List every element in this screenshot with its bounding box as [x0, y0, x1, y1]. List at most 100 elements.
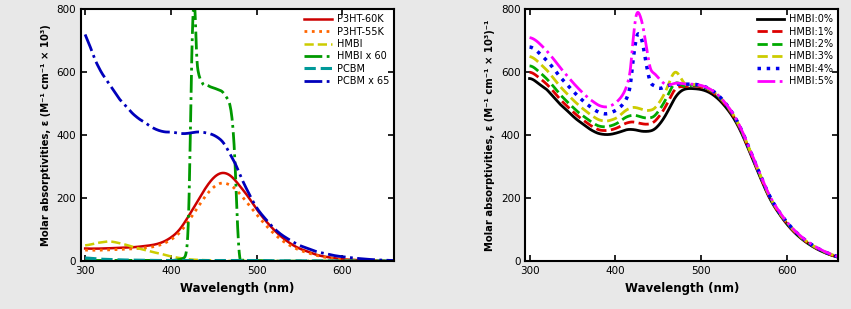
HMBI:2% [579, 115, 589, 119]
HMBI:4% [524, 45, 534, 49]
HMBI [135, 247, 146, 251]
P3HT-60K [384, 259, 394, 263]
PCBM x 65 [312, 250, 323, 254]
Y-axis label: Molar absorptivities, ε (M⁻¹ cm⁻¹ × 10³): Molar absorptivities, ε (M⁻¹ cm⁻¹ × 10³) [41, 24, 51, 246]
PCBM [262, 259, 272, 263]
HMBI x 60 [287, 259, 297, 263]
HMBI:1% [664, 98, 674, 101]
HMBI x 60 [220, 94, 231, 97]
PCBM x 65 [80, 32, 90, 36]
HMBI:1% [706, 90, 717, 93]
P3HT-60K [159, 239, 169, 243]
HMBI:2% [664, 91, 674, 94]
HMBI:2% [706, 89, 717, 93]
HMBI x 60 [313, 259, 323, 263]
PCBM x 65 [389, 259, 399, 262]
HMBI:4% [757, 178, 768, 182]
P3HT-60K [287, 243, 297, 246]
HMBI:5% [707, 88, 717, 92]
HMBI:4% [707, 88, 717, 92]
P3HT-60K [389, 259, 399, 263]
Legend: P3HT-60K, P3HT-55K, HMBI, HMBI x 60, PCBM, PCBM x 65: P3HT-60K, P3HT-55K, HMBI, HMBI x 60, PCB… [303, 12, 391, 88]
HMBI:0% [757, 180, 767, 183]
HMBI:0% [604, 133, 614, 136]
HMBI:1% [730, 118, 740, 122]
PCBM x 65 [286, 239, 296, 243]
HMBI:3% [524, 55, 534, 58]
HMBI:3% [757, 177, 767, 181]
PCBM [380, 259, 391, 263]
Y-axis label: Molar absorptivities, ε (M⁻¹ cm⁻¹ × 10³)⁻¹: Molar absorptivities, ε (M⁻¹ cm⁻¹ × 10³)… [485, 19, 495, 251]
HMBI:2% [757, 178, 767, 182]
P3HT-55K [262, 225, 272, 229]
P3HT-60K [220, 171, 231, 175]
Line: HMBI:4%: HMBI:4% [529, 34, 838, 257]
HMBI:2% [604, 125, 614, 128]
HMBI:1% [524, 70, 534, 74]
HMBI:4% [665, 83, 675, 87]
HMBI:5% [524, 36, 534, 40]
PCBM x 65 [220, 143, 230, 147]
HMBI x 60 [159, 259, 169, 262]
HMBI [389, 259, 399, 263]
HMBI:0% [664, 107, 674, 110]
HMBI:3% [664, 81, 674, 84]
HMBI:5% [632, 11, 643, 14]
HMBI:1% [833, 255, 843, 259]
HMBI:0% [833, 256, 843, 259]
P3HT-55K [134, 247, 145, 250]
Line: PCBM: PCBM [85, 258, 394, 261]
P3HT-55K [159, 241, 169, 245]
Line: HMBI:1%: HMBI:1% [529, 72, 838, 257]
HMBI [104, 240, 114, 243]
HMBI:5% [833, 255, 843, 259]
HMBI [287, 259, 297, 263]
P3HT-55K [313, 254, 323, 258]
HMBI:5% [757, 178, 768, 182]
HMBI [220, 259, 231, 263]
HMBI:3% [833, 255, 843, 259]
HMBI:4% [731, 117, 741, 121]
HMBI:4% [633, 32, 643, 36]
HMBI:5% [731, 117, 741, 121]
P3HT-55K [220, 181, 231, 185]
HMBI:1% [757, 179, 767, 182]
P3HT-55K [218, 181, 228, 185]
Line: HMBI:5%: HMBI:5% [529, 12, 838, 257]
HMBI:1% [579, 119, 589, 123]
Line: P3HT-60K: P3HT-60K [85, 173, 394, 261]
P3HT-55K [80, 248, 90, 252]
HMBI:2% [833, 255, 843, 259]
Line: HMBI x 60: HMBI x 60 [85, 4, 394, 263]
P3HT-60K [80, 247, 90, 250]
PCBM x 65 [262, 219, 272, 222]
PCBM [134, 258, 145, 262]
HMBI:5% [665, 83, 675, 87]
HMBI [80, 243, 90, 247]
P3HT-60K [134, 245, 145, 248]
HMBI [262, 259, 272, 263]
HMBI:0% [730, 120, 740, 124]
PCBM [80, 256, 90, 260]
Line: PCBM x 65: PCBM x 65 [85, 34, 394, 260]
HMBI:4% [579, 100, 589, 104]
P3HT-55K [287, 245, 297, 248]
Line: HMBI:3%: HMBI:3% [529, 57, 838, 257]
HMBI:0% [524, 77, 534, 80]
P3HT-60K [218, 171, 228, 175]
HMBI:5% [604, 104, 614, 108]
HMBI:4% [604, 112, 614, 115]
HMBI x 60 [389, 259, 399, 263]
HMBI x 60 [263, 259, 273, 263]
HMBI:4% [833, 255, 843, 259]
Line: HMBI:2%: HMBI:2% [529, 66, 838, 257]
X-axis label: Wavelength (nm): Wavelength (nm) [180, 281, 294, 294]
P3HT-55K [389, 259, 399, 263]
HMBI x 60 [189, 2, 199, 6]
PCBM x 65 [134, 117, 145, 121]
P3HT-60K [313, 253, 323, 257]
HMBI x 60 [134, 259, 145, 262]
HMBI x 60 [237, 261, 247, 265]
Legend: HMBI:0%, HMBI:1%, HMBI:2%, HMBI:3%, HMBI:4%, HMBI:5%: HMBI:0%, HMBI:1%, HMBI:2%, HMBI:3%, HMBI… [755, 12, 836, 88]
PCBM [220, 259, 230, 262]
